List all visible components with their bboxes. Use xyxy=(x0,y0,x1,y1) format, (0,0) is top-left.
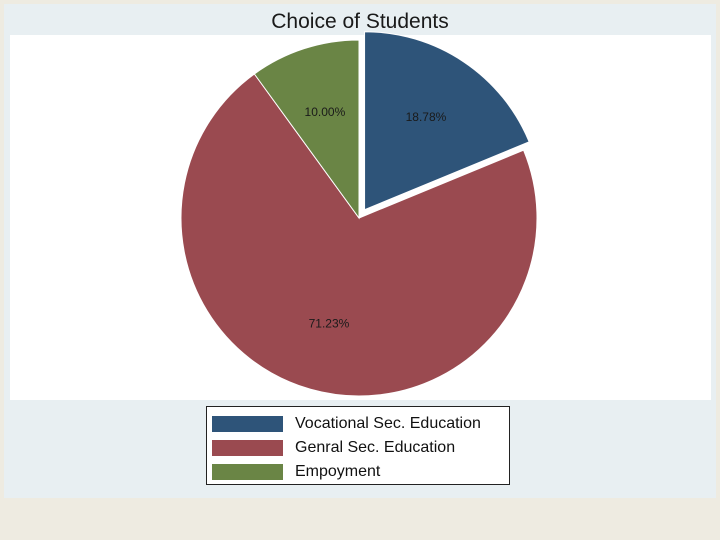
legend-label-general: Genral Sec. Education xyxy=(295,439,456,456)
pie-label-employment: 10.00% xyxy=(305,105,346,119)
legend-swatch-vocational xyxy=(212,416,283,432)
legend-swatch-employment xyxy=(212,464,283,480)
chart-title: Choice of Students xyxy=(271,10,449,33)
chart-frame: Choice of Students 18.78% 71.23% 10.00% Vo… xyxy=(4,4,716,498)
pie-label-general: 71.23% xyxy=(309,316,350,330)
pie-slice-general xyxy=(180,73,538,397)
pie-chart: 18.78% 71.23% 10.00% xyxy=(180,31,538,397)
pie-label-vocational: 18.78% xyxy=(406,110,447,124)
legend-label-vocational: Vocational Sec. Education xyxy=(295,415,481,432)
legend-swatch-general xyxy=(212,440,283,456)
pie-slice-vocational xyxy=(364,31,530,211)
pie-slice-employment xyxy=(253,39,360,220)
legend: Vocational Sec. Education Genral Sec. Ed… xyxy=(206,406,510,485)
legend-label-employment: Empoyment xyxy=(295,463,381,480)
